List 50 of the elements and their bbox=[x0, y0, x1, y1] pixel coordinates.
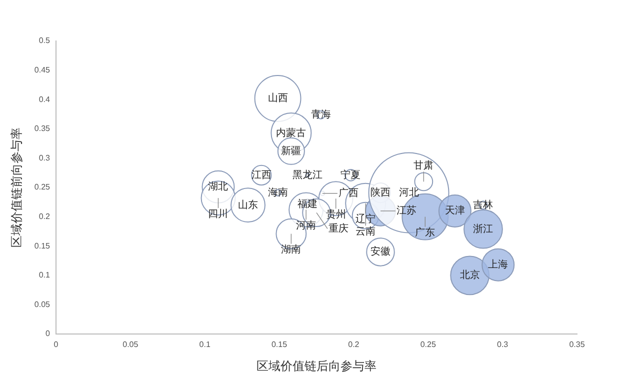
annotation: 北京 bbox=[460, 269, 480, 282]
annotation: 黑龙江 bbox=[292, 168, 323, 181]
y-tick-label: 0.2 bbox=[38, 212, 51, 222]
y-tick-label: 0.05 bbox=[34, 300, 51, 309]
x-tick-label: 0.35 bbox=[569, 340, 586, 350]
annotation: 山东 bbox=[238, 198, 258, 211]
annotation: 江西 bbox=[251, 168, 272, 181]
annotation: 天津 bbox=[444, 204, 465, 217]
annotation: 海南 bbox=[268, 186, 288, 199]
annotation: 吉林 bbox=[473, 198, 494, 211]
annotation: 青海 bbox=[310, 108, 331, 121]
annotation: 辽宁 bbox=[356, 213, 376, 226]
x-tick-label: 0.1 bbox=[199, 340, 211, 350]
annotation: 上海 bbox=[488, 258, 508, 271]
y-tick-label: 0.15 bbox=[34, 241, 51, 250]
annotation: 甘肃 bbox=[414, 159, 434, 172]
x-tick-label: 0.3 bbox=[497, 340, 509, 350]
annotation: 新疆 bbox=[281, 144, 302, 157]
annotation: 湖南 bbox=[281, 244, 302, 256]
annotation: 宁夏 bbox=[340, 168, 361, 181]
annotation: 重庆 bbox=[328, 222, 348, 234]
annotation: 浙江 bbox=[473, 222, 494, 235]
y-axis-title: 区域价值链前向参与率 bbox=[9, 128, 24, 248]
x-tick-label: 0.15 bbox=[271, 340, 288, 350]
y-tick-label: 0.45 bbox=[34, 66, 51, 75]
annotation: 福建 bbox=[298, 198, 318, 210]
x-tick-label: 0.2 bbox=[348, 340, 360, 350]
x-tick-label: 0.05 bbox=[122, 340, 139, 350]
y-tick-label: 0.3 bbox=[38, 153, 51, 162]
annotation: 山西 bbox=[268, 92, 288, 104]
y-tick-label: 0 bbox=[46, 329, 51, 338]
annotation: 广西 bbox=[338, 187, 358, 200]
annotation: 内蒙古 bbox=[276, 126, 306, 139]
annotation: 广东 bbox=[415, 226, 436, 239]
annotation: 湖北 bbox=[208, 180, 228, 193]
y-tick-label: 0.25 bbox=[34, 182, 51, 192]
x-tick-label: 0.25 bbox=[420, 340, 436, 350]
annotation: 江苏 bbox=[396, 204, 416, 217]
x-axis-title: 区域价值链后向参与率 bbox=[256, 358, 376, 373]
annotation: 安徽 bbox=[370, 246, 390, 258]
y-tick-label: 0.1 bbox=[38, 270, 51, 280]
x-tick-label: 0 bbox=[54, 340, 59, 350]
annotation: 贵州 bbox=[326, 208, 346, 220]
annotation: 河南 bbox=[296, 220, 316, 232]
annotation: 河北 bbox=[398, 186, 419, 199]
annotation: 四川 bbox=[208, 208, 228, 220]
y-tick-label: 0.5 bbox=[38, 36, 51, 46]
y-tick-label: 0.4 bbox=[38, 94, 51, 104]
annotation: 云南 bbox=[356, 225, 376, 238]
y-tick-label: 0.35 bbox=[34, 124, 51, 134]
